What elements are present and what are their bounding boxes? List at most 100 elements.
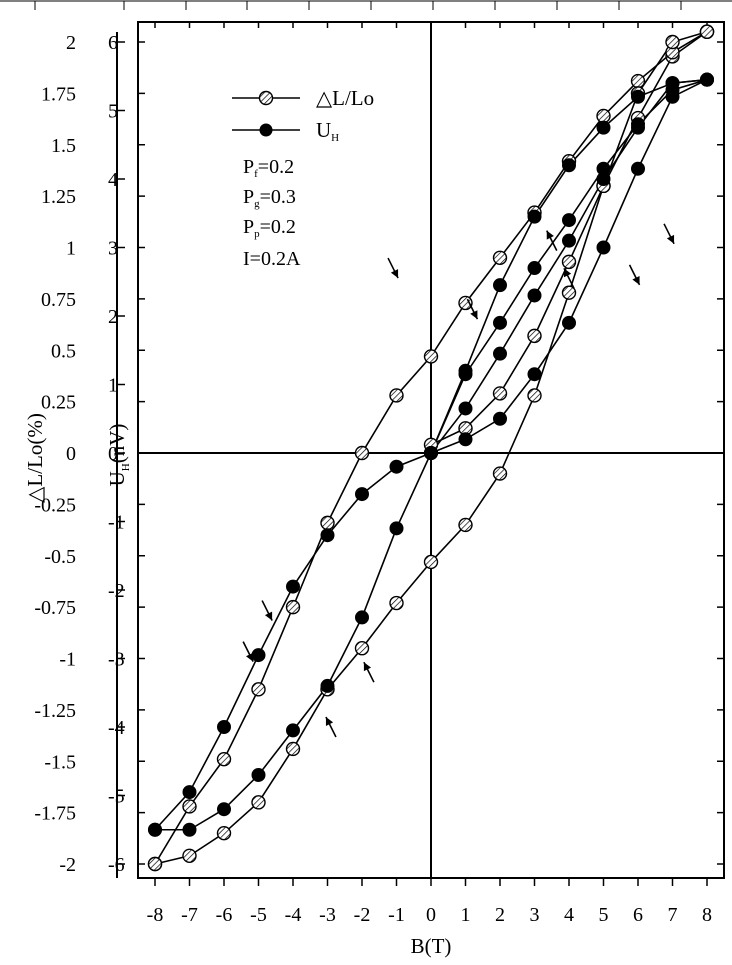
uh-data-point	[493, 411, 507, 426]
dl-data-point	[354, 445, 370, 461]
x-tick-label: 3	[530, 904, 540, 926]
x-tick-label: 5	[599, 904, 609, 926]
direction-arrowhead	[546, 230, 554, 240]
dl-data-point	[423, 349, 439, 364]
y-left-tick-label: 0	[66, 443, 76, 465]
y-left-tick-label: 0.25	[41, 392, 76, 414]
dl-data-point	[630, 73, 646, 89]
y-right-tick-label: 0	[108, 443, 118, 465]
dl-data-point	[665, 34, 680, 50]
y-right-tick-label: -6	[108, 854, 125, 876]
uh-data-point	[562, 213, 576, 228]
dl-data-point	[596, 108, 611, 124]
dl-data-point	[458, 517, 473, 533]
legend-marker-filled	[259, 123, 273, 137]
uh-data-point	[700, 72, 714, 87]
uh-data-point	[562, 315, 576, 330]
uh-data-point	[458, 432, 473, 447]
uh-data-point	[320, 528, 335, 543]
x-tick-label: -4	[285, 904, 302, 926]
dl-data-point	[458, 295, 473, 311]
dl-data-point	[216, 751, 232, 767]
x-tick-label: 8	[702, 904, 712, 926]
y-left-tick-label: 1.25	[41, 186, 76, 208]
uh-data-point	[320, 678, 335, 693]
x-tick-label: -7	[181, 904, 198, 926]
y-left-tick-label: -1.25	[34, 700, 76, 722]
y-left-tick-label: 1.5	[51, 135, 76, 157]
y-left-tick-label: -1	[59, 649, 76, 671]
dl-data-point	[561, 254, 577, 270]
uh-data-point	[493, 315, 507, 330]
uh-data-point	[217, 802, 231, 817]
dl-data-point	[492, 250, 508, 265]
y-right-tick-label: 2	[108, 306, 118, 328]
x-tick-label: 2	[495, 904, 505, 926]
dl-data-point	[492, 386, 508, 401]
y-right-tick-label: -5	[108, 786, 125, 808]
uh-data-point	[286, 723, 300, 738]
y-left-tick-label: 0.75	[41, 289, 76, 311]
direction-arrowhead	[390, 269, 399, 279]
x-tick-label: -2	[354, 904, 371, 926]
y-left-tick-label: -0.25	[34, 494, 76, 516]
direction-arrowhead	[325, 717, 334, 726]
uh-data-point	[182, 785, 197, 800]
uh-data-point	[251, 648, 266, 663]
uh-data-point	[355, 610, 369, 625]
uh-data-point	[665, 89, 680, 104]
dl-data-point	[389, 595, 404, 611]
dl-data-point	[527, 388, 542, 403]
y-left-tick-label: -0.5	[44, 546, 76, 568]
dl-data-point	[251, 795, 266, 810]
y-right-tick-label: 3	[108, 238, 118, 260]
y-left-axis-title: △L/Lo(%)	[23, 413, 47, 503]
x-tick-label: 0	[426, 904, 436, 926]
x-tick-label: -1	[388, 904, 405, 926]
dl-data-point	[182, 848, 197, 863]
uh-data-point	[251, 767, 266, 782]
x-tick-label: 6	[633, 904, 643, 926]
uh-data-point	[596, 120, 611, 135]
dl-data-point	[389, 388, 404, 403]
uh-data-point	[286, 579, 300, 594]
uh-data-point	[631, 161, 645, 176]
y-left-tick-label: -1.5	[44, 751, 76, 773]
y-right-tick-label: 4	[108, 169, 118, 191]
uh-data-point	[562, 158, 576, 173]
dl-data-point	[423, 554, 439, 570]
y-right-tick-label: -1	[108, 512, 125, 534]
y-left-tick-label: -1.75	[34, 803, 76, 825]
y-right-axis-title: UH(nV)	[105, 424, 132, 487]
uh-data-point	[355, 487, 369, 502]
x-axis-title: B(T)	[411, 934, 452, 958]
dl-data-point	[561, 285, 577, 300]
direction-arrowhead	[470, 310, 478, 320]
dl-data-point	[182, 799, 197, 814]
direction-arrowhead	[564, 268, 572, 278]
legend-marker-open	[258, 90, 274, 106]
x-tick-label: -6	[216, 904, 233, 926]
uh-data-point	[424, 446, 438, 460]
uh-data-point	[217, 720, 231, 734]
dl-data-point	[492, 466, 508, 481]
x-tick-label: 7	[668, 904, 678, 926]
y-left-tick-label: -0.75	[34, 597, 76, 619]
uh-data-point	[182, 822, 197, 837]
uh-data-point	[458, 363, 473, 378]
x-tick-label: 4	[564, 904, 574, 926]
y-right-tick-label: -4	[108, 717, 125, 739]
dl-data-point	[354, 641, 370, 656]
direction-arrowhead	[666, 234, 675, 244]
uh-data-point	[665, 76, 680, 91]
uh-data-point	[562, 233, 576, 248]
uh-data-point	[631, 117, 645, 132]
uh-data-point	[493, 346, 507, 361]
uh-data-point	[596, 240, 611, 255]
uh-data-point	[148, 822, 162, 837]
uh-data-point	[389, 521, 404, 536]
legend-label: △L/Lo	[316, 86, 374, 110]
dl-data-point	[251, 682, 266, 697]
